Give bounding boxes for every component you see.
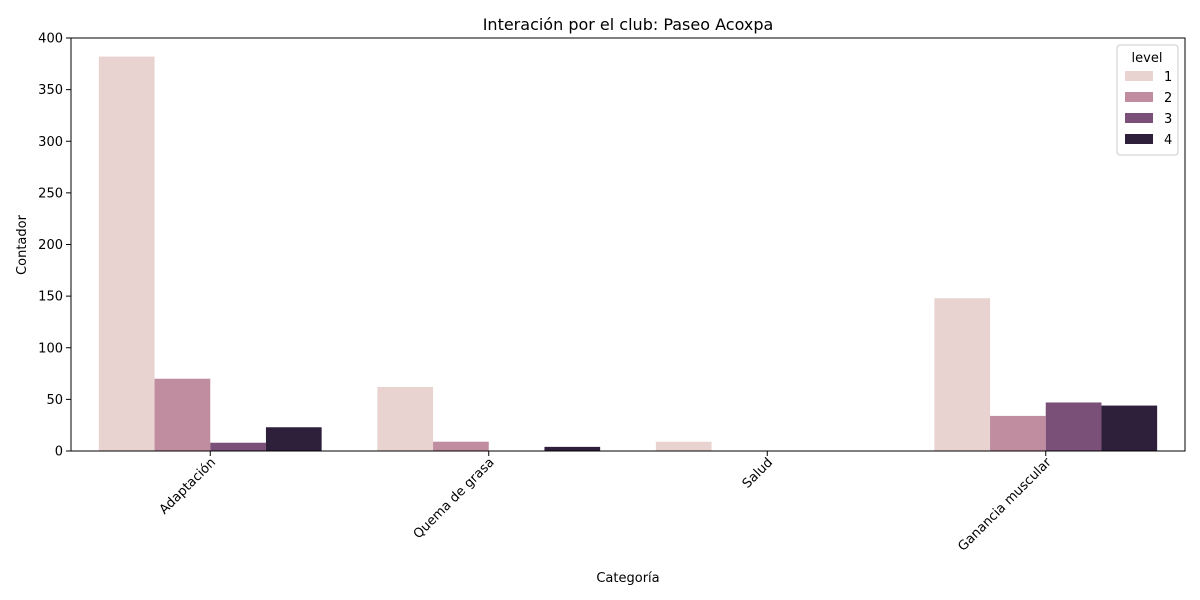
x-tick-label: Quema de grasa <box>411 455 498 542</box>
bar-level-2-1 <box>154 378 211 451</box>
x-axis: Adaptación Quema de grasa Salud Ganancia mu… <box>157 451 1055 554</box>
x-axis-label: Categoría <box>596 571 659 586</box>
bar-level-3-4 <box>1045 402 1102 451</box>
legend-title: level <box>1132 51 1163 66</box>
bar-level-4-1 <box>265 427 322 451</box>
y-tick-label: 350 <box>38 83 63 98</box>
bar-level-1-2 <box>377 386 434 451</box>
y-tick-label: 100 <box>38 341 63 356</box>
legend-label-2: 2 <box>1164 91 1172 106</box>
bar-level-2-2 <box>433 441 489 451</box>
x-tick-label: Ganancia muscular <box>955 455 1055 555</box>
bar-level-4-2 <box>544 446 601 451</box>
x-tick-label: Salud <box>740 455 776 491</box>
legend-swatch-3 <box>1125 113 1153 123</box>
bar-level-1-4 <box>934 298 991 451</box>
bar-level-2-4 <box>990 415 1046 451</box>
bar-level-1-3 <box>655 441 712 451</box>
legend-swatch-2 <box>1125 92 1153 102</box>
legend-swatch-4 <box>1125 134 1153 144</box>
bar-level-1-1 <box>98 56 155 452</box>
y-tick-label: 200 <box>38 238 63 253</box>
y-tick-label: 300 <box>38 135 63 150</box>
y-axis-label: Contador <box>15 214 30 275</box>
legend-label-4: 4 <box>1164 133 1172 148</box>
y-tick-label: 250 <box>38 186 63 201</box>
y-tick-label: 0 <box>55 445 63 460</box>
legend: level 1 2 3 4 <box>1116 44 1179 156</box>
legend-swatch-1 <box>1125 71 1153 81</box>
bar-level-4-4 <box>1101 405 1158 451</box>
y-axis: 0 50 100 150 200 250 300 350 400 <box>38 32 71 460</box>
y-tick-label: 400 <box>38 32 63 47</box>
legend-label-3: 3 <box>1164 112 1172 127</box>
x-tick-label: Adaptación <box>157 455 219 517</box>
plot-frame <box>70 37 1186 452</box>
chart-title: Interación por el club: Paseo Acoxpa <box>483 15 774 34</box>
y-tick-label: 50 <box>46 393 63 408</box>
bars-group <box>98 56 1158 452</box>
legend-label-1: 1 <box>1164 70 1172 85</box>
y-tick-label: 150 <box>38 290 63 305</box>
bar-level-3-1 <box>210 442 266 451</box>
